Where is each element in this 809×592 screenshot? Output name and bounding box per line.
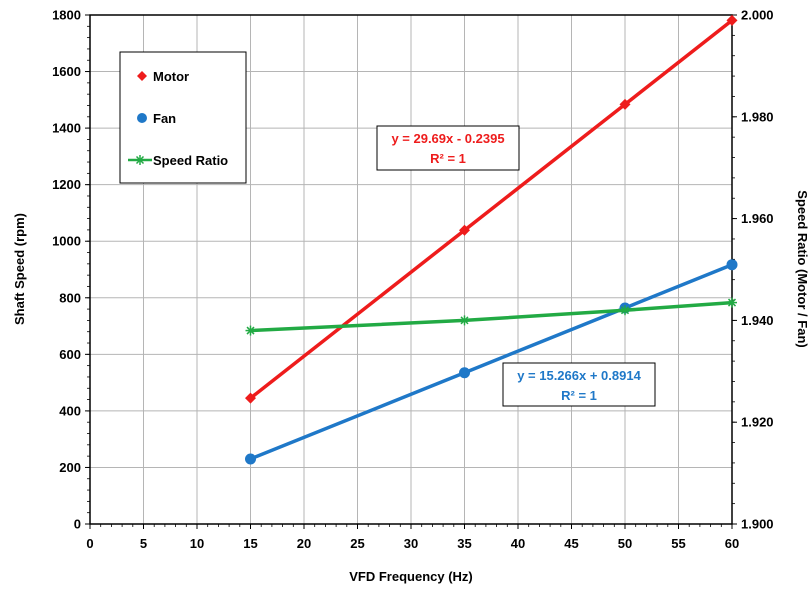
speed-ratio-line [250,300,733,333]
legend-fan-marker [137,113,147,123]
fan-equation-line1: y = 15.266x + 0.8914 [517,368,641,383]
x-tick-label: 5 [140,536,147,551]
x-tick-label: 10 [190,536,204,551]
y-right-tick-label: 1.980 [741,109,774,124]
y-left-tick-label: 600 [59,347,81,362]
legend-fan-label: Fan [153,111,176,126]
legend-motor-label: Motor [153,69,189,84]
fan-equation-box [502,362,656,407]
y-left-tick-label: 1200 [52,177,81,192]
motor-point [459,224,470,236]
speed-ratio-point [459,315,470,326]
motor-equation-box [376,125,520,171]
motor-point [245,392,256,404]
x-tick-label: 55 [671,536,685,551]
y-right-tick-label: 1.900 [741,517,774,532]
y-left-tick-label: 1000 [52,234,81,249]
x-tick-label: 45 [564,536,578,551]
y-left-tick-label: 800 [59,290,81,305]
y-right-tick-label: 1.940 [741,313,774,328]
speed-ratio-point [727,297,737,308]
x-tick-label: 15 [243,536,257,551]
y-left-tick-label: 1800 [52,8,81,23]
y-right-tick-label: 1.920 [741,415,774,430]
x-tick-label: 50 [618,536,632,551]
y-right-axis-ticks: 1.900 1.920 1.940 1.960 1.980 2.000 [732,8,774,532]
x-tick-label: 40 [511,536,525,551]
fan-point [459,367,470,379]
y-left-tick-label: 400 [59,403,81,418]
speed-ratio-point [620,305,630,316]
x-tick-label: 0 [86,536,93,551]
y-left-axis-ticks: 0 200 400 600 800 1000 1200 1400 1600 1800 [52,8,90,532]
motor-equation-line2: R² = 1 [430,151,466,166]
y-left-axis-title: Shaft Speed (rpm) [12,213,27,325]
y-right-axis-title: Speed Ratio (Motor / Fan) [795,190,809,347]
motor-point [619,98,631,110]
legend-speed-ratio-label: Speed Ratio [153,153,228,168]
x-tick-label: 20 [297,536,311,551]
y-right-tick-label: 2.000 [741,8,774,23]
y-right-tick-label: 1.960 [741,211,774,226]
motor-line [249,18,734,400]
motor-equation-line1: y = 29.69x - 0.2395 [391,131,504,146]
fan-point [726,259,738,271]
legend: Motor Fan Speed Ratio [119,51,247,184]
x-tick-label: 60 [725,536,739,551]
fan-equation-line2: R² = 1 [561,388,597,403]
speed-ratio-point [245,325,256,336]
motor-point [726,14,738,26]
x-tick-label: 30 [404,536,418,551]
fan-point [245,453,256,465]
fan-equation: y = 15.266x + 0.8914 R² = 1 [502,362,656,407]
y-left-tick-label: 200 [59,460,81,475]
legend-motor-marker [137,71,147,81]
y-left-tick-label: 0 [74,517,81,532]
motor-equation: y = 29.69x - 0.2395 R² = 1 [376,125,520,171]
y-left-tick-label: 1400 [52,121,81,136]
legend-speed-ratio-marker [135,155,145,165]
x-tick-label: 35 [457,536,471,551]
y-left-tick-label: 1600 [52,64,81,79]
x-tick-label: 25 [350,536,364,551]
x-axis-ticks: 0 5 10 15 20 25 30 35 40 45 50 55 60 [86,524,739,551]
x-axis-title: VFD Frequency (Hz) [349,569,473,584]
fan-line [249,263,733,461]
series-group [245,14,738,465]
